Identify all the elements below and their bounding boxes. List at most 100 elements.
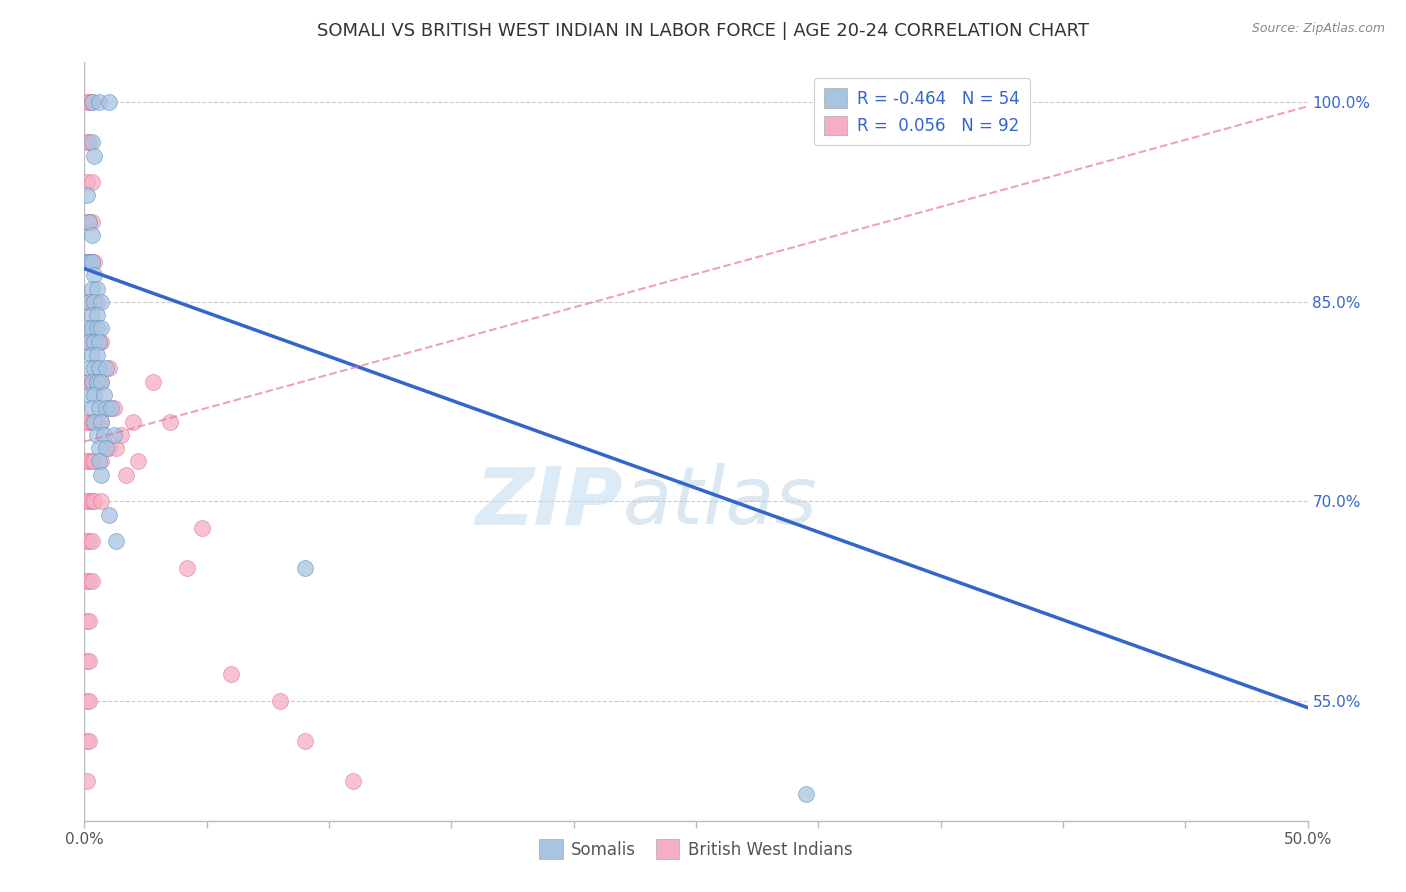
Point — [90, 375, 112, 389]
Point — [77, 534, 100, 549]
Point — [176, 561, 198, 575]
Point — [97, 441, 120, 455]
Point — [87, 441, 110, 455]
Legend: Somalis, British West Indians: Somalis, British West Indians — [533, 833, 859, 865]
Text: atlas: atlas — [623, 463, 817, 541]
Point — [96, 361, 118, 376]
Point — [80, 321, 103, 335]
Point — [90, 415, 112, 429]
Point — [97, 95, 120, 110]
Point — [90, 334, 112, 349]
Point — [77, 294, 100, 309]
Point — [87, 361, 110, 376]
Point — [86, 375, 108, 389]
Point — [76, 694, 98, 708]
Point — [77, 734, 100, 748]
Point — [76, 534, 98, 549]
Point — [83, 388, 105, 402]
Point — [93, 388, 115, 402]
Point — [86, 294, 108, 309]
Point — [80, 215, 103, 229]
Point — [90, 494, 112, 508]
Point — [103, 428, 125, 442]
Point — [87, 334, 110, 349]
Point — [77, 215, 100, 229]
Point — [87, 401, 110, 416]
Point — [77, 361, 100, 376]
Point — [97, 401, 120, 416]
Point — [86, 308, 108, 322]
Point — [83, 494, 105, 508]
Point — [77, 694, 100, 708]
Point — [191, 521, 214, 535]
Point — [77, 95, 100, 110]
Point — [90, 454, 112, 468]
Point — [76, 188, 98, 202]
Point — [80, 334, 103, 349]
Point — [96, 401, 118, 416]
Point — [83, 334, 105, 349]
Point — [294, 734, 316, 748]
Point — [77, 255, 100, 269]
Point — [80, 294, 103, 309]
Point — [83, 268, 105, 283]
Point — [90, 375, 112, 389]
Point — [80, 95, 103, 110]
Point — [76, 375, 98, 389]
Point — [77, 375, 100, 389]
Point — [83, 375, 105, 389]
Point — [80, 494, 103, 508]
Point — [80, 401, 103, 416]
Point — [90, 321, 112, 335]
Point — [76, 294, 98, 309]
Point — [76, 95, 98, 110]
Point — [90, 415, 112, 429]
Point — [80, 228, 103, 243]
Point — [80, 375, 103, 389]
Point — [105, 534, 128, 549]
Point — [77, 494, 100, 508]
Point — [80, 375, 103, 389]
Point — [105, 441, 128, 455]
Point — [80, 135, 103, 149]
Point — [342, 773, 364, 788]
Point — [87, 334, 110, 349]
Point — [83, 148, 105, 162]
Point — [83, 334, 105, 349]
Point — [80, 574, 103, 589]
Point — [77, 574, 100, 589]
Point — [83, 415, 105, 429]
Point — [83, 361, 105, 376]
Point — [80, 348, 103, 362]
Point — [76, 574, 98, 589]
Point — [80, 255, 103, 269]
Point — [86, 321, 108, 335]
Text: SOMALI VS BRITISH WEST INDIAN IN LABOR FORCE | AGE 20-24 CORRELATION CHART: SOMALI VS BRITISH WEST INDIAN IN LABOR F… — [316, 22, 1090, 40]
Point — [110, 428, 132, 442]
Point — [80, 175, 103, 189]
Point — [97, 361, 120, 376]
Point — [86, 334, 108, 349]
Point — [76, 215, 98, 229]
Point — [77, 255, 100, 269]
Point — [269, 694, 291, 708]
Point — [77, 388, 100, 402]
Point — [77, 654, 100, 668]
Point — [76, 494, 98, 508]
Text: ZIP: ZIP — [475, 463, 623, 541]
Point — [77, 294, 100, 309]
Point — [115, 467, 138, 482]
Point — [80, 255, 103, 269]
Point — [87, 375, 110, 389]
Point — [77, 415, 100, 429]
Point — [127, 454, 149, 468]
Point — [219, 667, 242, 681]
Point — [87, 95, 110, 110]
Point — [80, 308, 103, 322]
Point — [142, 375, 165, 389]
Point — [77, 334, 100, 349]
Point — [76, 255, 98, 269]
Point — [76, 654, 98, 668]
Point — [103, 401, 125, 416]
Point — [77, 614, 100, 628]
